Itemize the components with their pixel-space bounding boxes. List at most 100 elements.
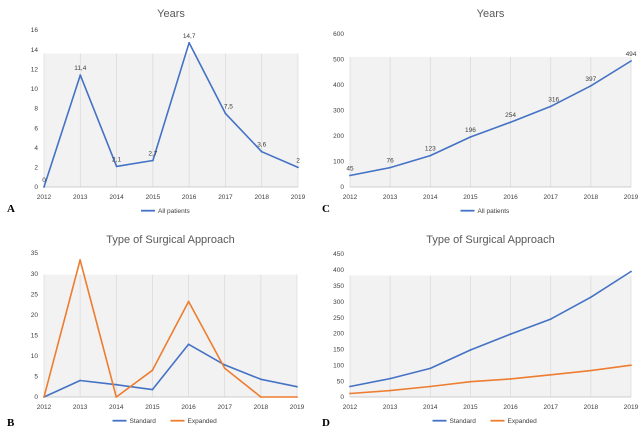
data-label: 14,7 [183,33,196,40]
data-label: 76 [387,158,395,165]
x-tick-label: 2015 [145,404,160,411]
x-tick-label: 2013 [73,194,88,201]
data-label: 316 [548,96,559,103]
y-tick-label: 5 [34,374,38,381]
chart-title: Years [477,8,505,20]
y-tick-label: 100 [333,159,344,166]
y-tick-label: 6 [34,125,38,132]
x-tick-label: 2013 [383,404,398,411]
data-point [509,377,512,380]
y-tick-label: 500 [333,57,344,64]
data-point [349,392,351,395]
data-point [549,318,552,321]
data-point [630,364,632,367]
x-tick-label: 2017 [217,404,232,411]
y-tick-label: 2 [34,165,38,172]
data-point [188,41,191,44]
chart-a: Years 0 2 4 6 8 10 12 14 16 2012 2013 2014 2015 2016 20… [0,0,318,218]
x-tick-label: 2014 [423,194,438,201]
x-tick-label: 2012 [37,194,52,201]
legend-label: Standard [450,418,477,425]
x-tick-label: 2015 [463,404,478,411]
data-point [79,259,82,261]
data-point [509,121,512,124]
data-point [469,380,472,383]
y-tick-label: 8 [34,106,38,113]
data-point [187,300,190,303]
data-point [79,74,82,77]
y-tick-label: 0 [340,394,344,401]
data-label: 123 [425,146,436,153]
y-tick-label: 20 [31,312,39,319]
x-tick-label: 2016 [182,194,197,201]
legend-label: Standard [130,418,157,425]
data-label: 254 [505,112,516,119]
x-tick-label: 2017 [543,194,558,201]
data-point [43,396,45,398]
x-tick-label: 2019 [624,404,638,411]
chart-c: Years 0 100 200 300 400 500 600 2012 2013 2014 2015… [320,0,638,218]
x-tick-label: 2018 [254,404,269,411]
y-tick-label: 600 [333,31,344,38]
x-tick-label: 2016 [181,404,196,411]
data-point [297,166,299,169]
chart-d: Type of Surgical Approach 0 50 100 150 200 250… [320,220,638,432]
x-tick-label: 2019 [290,404,305,411]
y-tick-label: 4 [34,145,38,152]
panel-letter-c: C [322,203,330,215]
panel-letter-d: D [322,417,330,429]
data-point [549,105,552,108]
legend-label: All patients [158,208,191,215]
series-line-all-patients [43,41,299,188]
data-point [223,367,226,370]
x-tick-label: 2014 [109,404,124,411]
x-tick-label: 2013 [383,194,398,201]
data-point [389,389,392,392]
chart-d-svg: Type of Surgical Approach 0 50 100 150 200 250… [333,234,638,425]
panel-letter-a: A [7,203,15,215]
data-point [589,84,592,87]
series-line-standard [43,343,298,398]
x-tick-label: 2019 [291,194,306,201]
data-point [115,396,118,398]
data-point [589,296,592,299]
series-line-standard [349,270,632,388]
x-tick-label: 2017 [218,194,233,201]
y-tick-label: 14 [31,47,39,54]
y-tick-label: 10 [31,86,39,93]
panel-letter-b: B [7,417,15,429]
data-label: 2,7 [148,151,157,158]
y-tick-label: 30 [31,271,39,278]
data-point [549,373,552,376]
data-label: 11,4 [74,65,87,72]
x-tick-label: 2017 [543,404,558,411]
data-point [259,378,262,381]
data-point [260,150,263,153]
data-point [429,385,432,388]
x-tick-label: 2014 [423,404,438,411]
chart-b: Type of Surgical Approach 0 5 10 15 20 25 30 35 2… [0,220,318,432]
y-tick-label: 100 [333,362,344,369]
y-tick-label: 300 [333,108,344,115]
data-point [151,369,154,372]
x-tick-label: 2012 [343,404,358,411]
y-tick-label: 200 [333,133,344,140]
data-point [259,396,262,398]
data-label: 196 [465,127,476,134]
y-tick-label: 450 [333,251,344,258]
x-tick-label: 2012 [343,194,358,201]
data-point [589,369,592,372]
data-label: 494 [626,51,637,58]
data-point [79,379,82,382]
data-point [296,385,298,388]
y-tick-label: 50 [337,378,345,385]
y-tick-label: 12 [31,66,39,73]
data-point [296,396,298,398]
data-point [389,166,392,169]
series-line-all-patients [349,60,632,177]
chart-title: Years [157,8,185,20]
y-tick-label: 25 [31,291,39,298]
x-tick-label: 2012 [37,404,52,411]
data-point [429,367,432,370]
